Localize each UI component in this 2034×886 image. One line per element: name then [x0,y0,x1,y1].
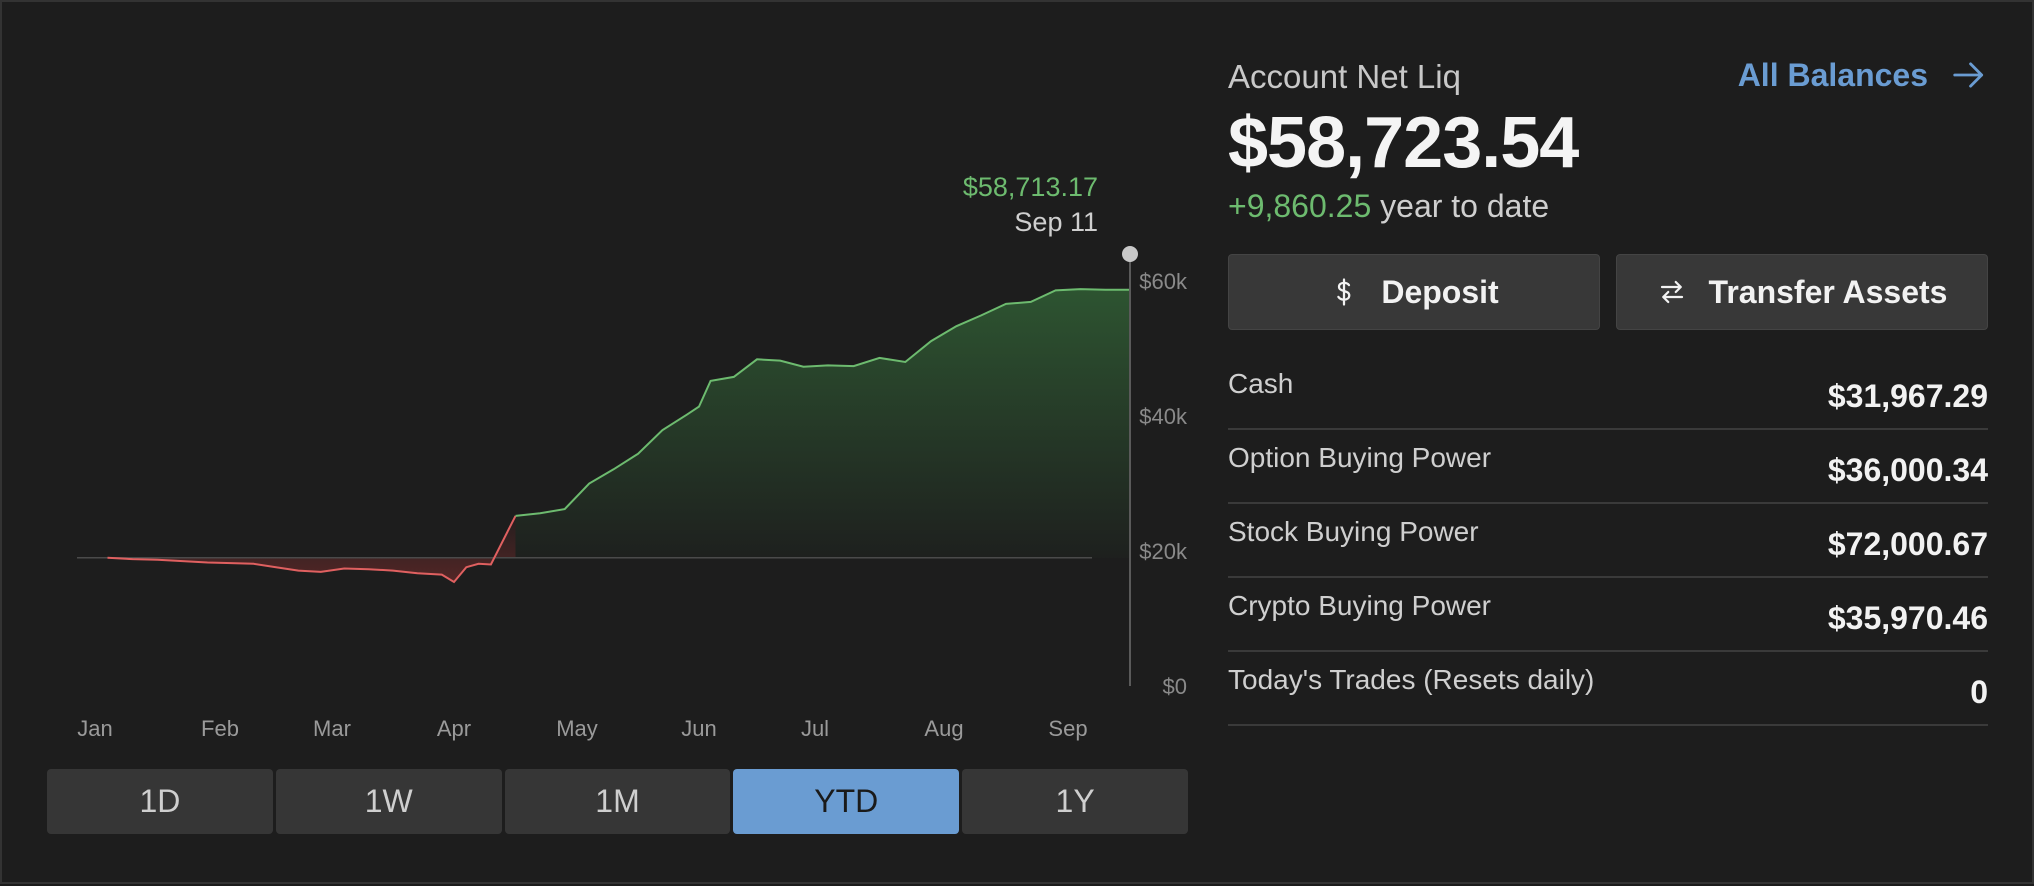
balance-value: 0 [1970,673,1988,710]
balance-label: Crypto Buying Power [1228,590,1492,621]
net-liq-value: $58,723.54 [1228,103,1579,183]
account-net-liq-title: Account Net Liq [1228,58,1461,95]
balance-row-stock-buying-power: Stock Buying Power $72,000.67 [1228,504,1988,578]
negative-series-line [107,515,517,584]
dollar-icon [1337,278,1351,306]
range-selector: 1D 1W 1M YTD 1Y [47,769,1188,834]
all-balances-label: All Balances [1737,56,1928,93]
deposit-button[interactable]: Deposit [1228,254,1600,330]
x-tick-label: Feb [201,716,239,741]
deposit-label: Deposit [1381,273,1499,310]
balance-value: $36,000.34 [1827,451,1988,488]
net-liq-chart: $0 $20k $40k $60k Jan Feb Mar Apr May Jun Jul Aug Se… [77,246,1188,741]
balance-row-option-buying-power: Option Buying Power $36,000.34 [1228,430,1988,504]
action-buttons: Deposit Transfer Assets [1228,254,1988,330]
cursor-dot [1122,246,1138,262]
transfer-assets-button[interactable]: Transfer Assets [1616,254,1988,330]
balance-label: Cash [1228,368,1294,399]
balance-list: Cash $31,967.29 Option Buying Power $36,… [1228,356,1988,726]
x-tick-label: Mar [313,716,351,741]
positive-series-line [515,288,1131,517]
x-tick-label: May [556,716,598,741]
x-tick-label: Aug [924,716,963,741]
range-button-1y[interactable]: 1Y [962,769,1188,834]
range-button-ytd[interactable]: YTD [733,769,960,834]
transfer-assets-label: Transfer Assets [1708,273,1948,310]
y-tick-label: $0 [1163,674,1187,699]
net-liq-chart-panel: $0 $20k $40k $60k Jan Feb Mar Apr May Jun Jul Aug Se… [2,2,1212,886]
tooltip-date: Sep 11 [1014,207,1098,237]
balance-value: $31,967.29 [1827,377,1988,414]
balance-row-crypto-buying-power: Crypto Buying Power $35,970.46 [1228,578,1988,652]
x-tick-label: Jan [77,716,112,741]
y-tick-label: $60k [1139,269,1188,294]
balance-value: $72,000.67 [1827,525,1988,562]
account-summary: Account Net Liq All Balances $58,723.54 … [1228,2,1988,886]
tooltip-value: $58,713.17 [962,172,1098,202]
y-tick-label: $40k [1139,404,1188,429]
range-button-1w[interactable]: 1W [275,769,502,834]
transfer-arrows-icon [1660,280,1683,304]
x-tick-label: Apr [437,716,471,741]
balance-label: Today's Trades (Resets daily) [1228,664,1595,695]
range-button-1d[interactable]: 1D [47,769,273,834]
balance-row-todays-trades: Today's Trades (Resets daily) 0 [1228,652,1988,726]
ytd-summary: +9,860.25 year to date [1228,188,1549,225]
y-tick-label: $20k [1139,539,1188,564]
balance-label: Option Buying Power [1228,442,1492,473]
balance-row-cash: Cash $31,967.29 [1228,356,1988,430]
balance-label: Stock Buying Power [1228,516,1479,547]
x-tick-label: Jun [681,716,716,741]
ytd-label: year to date [1380,188,1550,224]
positive-area [515,289,1130,558]
all-balances-link[interactable]: All Balances [1738,56,1988,94]
x-tick-label: Sep [1048,716,1087,741]
x-tick-label: Jul [801,716,829,741]
arrow-right-icon [1953,62,1984,88]
balance-value: $35,970.46 [1827,599,1988,636]
negative-area [107,515,516,582]
range-button-1m[interactable]: 1M [504,769,731,834]
ytd-change: +9,860.25 [1228,188,1372,224]
